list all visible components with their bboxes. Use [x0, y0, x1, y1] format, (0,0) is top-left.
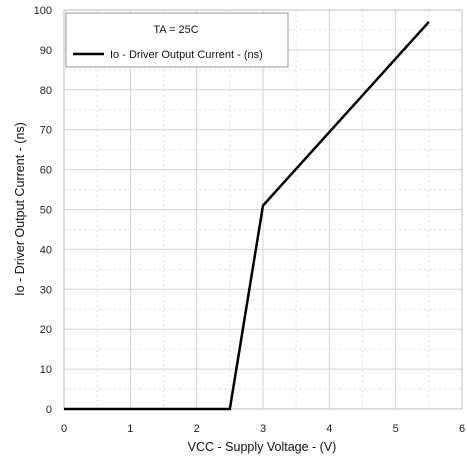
y-tick-label: 40: [40, 244, 52, 256]
legend-box: [65, 12, 289, 68]
x-tick-label: 0: [61, 423, 67, 435]
y-tick-label: 100: [34, 5, 52, 17]
x-tick-label: 5: [393, 423, 399, 435]
y-tick-label: 10: [40, 364, 52, 376]
y-tick-label: 20: [40, 324, 52, 336]
legend-label: Io - Driver Output Current - (ns): [110, 49, 263, 61]
legend-header: TA = 25C: [153, 24, 198, 36]
y-tick-label: 50: [40, 205, 52, 217]
x-tick-label: 2: [194, 423, 200, 435]
x-tick-label: 3: [260, 423, 266, 435]
x-axis-title: VCC - Supply Voltage - (V): [188, 440, 337, 454]
x-tick-label: 1: [127, 423, 133, 435]
series-line: [64, 21, 430, 411]
y-axis-ticks: 0 10 20 30 40 50 60 70 80 90 100: [34, 5, 52, 416]
y-axis-title: Io - Driver Output Current - (ns): [13, 122, 27, 296]
x-axis-ticks: 0 1 2 3 4 5 6: [61, 423, 465, 435]
series-layer: [63, 21, 430, 411]
y-tick-label: 90: [40, 45, 52, 57]
legend: TA = 25C Io - Driver Output Current - (n…: [65, 12, 289, 68]
y-tick-label: 30: [40, 284, 52, 296]
x-tick-label: 6: [459, 423, 465, 435]
y-tick-label: 70: [40, 125, 52, 137]
y-tick-label: 80: [40, 85, 52, 97]
x-tick-label: 4: [326, 423, 332, 435]
y-tick-label: 0: [46, 404, 52, 416]
y-tick-label: 60: [40, 165, 52, 177]
plot-area-border: [63, 9, 463, 410]
